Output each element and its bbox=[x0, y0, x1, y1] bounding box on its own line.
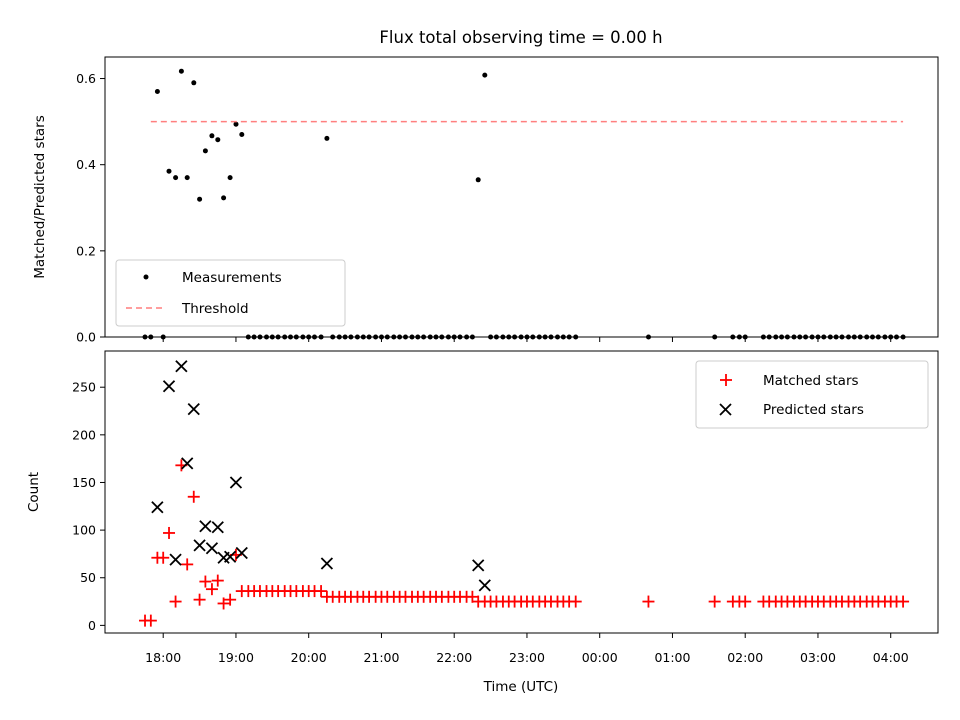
bottom-y-tick-label: 100 bbox=[72, 523, 96, 538]
measurement-point bbox=[154, 89, 160, 94]
legend-matched-marker bbox=[720, 374, 732, 386]
top-y-tick-label: 0.4 bbox=[76, 157, 96, 172]
measurement-point bbox=[202, 148, 208, 154]
top-y-axis-label: Matched/Predicted stars bbox=[32, 115, 48, 278]
top-legend: Measurements Threshold bbox=[115, 259, 346, 327]
measurement-point bbox=[215, 137, 221, 143]
predicted-star-point bbox=[235, 546, 248, 560]
matched-star-point bbox=[187, 490, 200, 503]
bottom-y-tick-label: 250 bbox=[72, 380, 96, 395]
measurement-point bbox=[475, 177, 481, 183]
measurement-point bbox=[191, 80, 197, 86]
matched-star-point bbox=[217, 597, 230, 610]
legend-predicted-marker bbox=[719, 403, 732, 416]
bottom-y-tick-label: 0 bbox=[88, 618, 96, 633]
predicted-star-point bbox=[223, 550, 237, 563]
x-tick-label: 01:00 bbox=[654, 650, 690, 665]
matched-star-point bbox=[315, 585, 328, 598]
x-tick-label: 20:00 bbox=[291, 650, 327, 665]
x-tick-label: 18:00 bbox=[145, 650, 181, 665]
bottom-plot-frame bbox=[104, 350, 939, 634]
measurement-point bbox=[324, 135, 330, 141]
matched-star-point bbox=[211, 574, 224, 587]
legend-measurements-label: Measurements bbox=[182, 270, 282, 286]
bottom-x-ticks: 18:00 19:00 20:00 21:00 22:00 23:00 00:00 01:00… bbox=[145, 633, 909, 665]
legend-matched-label: Matched stars bbox=[763, 373, 859, 389]
measurement-point bbox=[239, 132, 245, 137]
predicted-star-point bbox=[229, 476, 243, 489]
matched-star-point bbox=[224, 593, 237, 606]
bottom-legend-box bbox=[695, 360, 929, 429]
measurement-point bbox=[209, 133, 215, 139]
matched-star-point bbox=[199, 575, 212, 588]
legend-measurements-marker bbox=[143, 274, 149, 280]
predicted-star-point bbox=[169, 553, 182, 566]
top-y-tick-label: 0.6 bbox=[76, 71, 96, 86]
measurement-point bbox=[173, 175, 179, 181]
legend-threshold-label: Threshold bbox=[181, 301, 249, 317]
matched-star-point bbox=[144, 614, 157, 627]
x-tick-label: 22:00 bbox=[436, 650, 472, 665]
matched-star-point bbox=[157, 551, 170, 564]
predicted-star-point bbox=[199, 520, 212, 533]
top-plot-frame bbox=[104, 56, 939, 338]
matched-star-point bbox=[642, 595, 655, 608]
predicted-star-point bbox=[175, 360, 188, 373]
bottom-y-tick-label: 200 bbox=[72, 427, 96, 442]
bottom-y-axis-label: Count bbox=[26, 472, 42, 512]
bottom-y-tick-label: 50 bbox=[80, 570, 96, 585]
matched-star-point bbox=[897, 595, 910, 608]
measurement-point bbox=[221, 195, 227, 201]
matched-star-point bbox=[739, 595, 752, 608]
predicted-star-point bbox=[320, 557, 334, 570]
predicted-star-point bbox=[211, 521, 224, 534]
x-tick-label: 04:00 bbox=[873, 650, 909, 665]
measurement-point bbox=[178, 68, 184, 74]
matched-star-point bbox=[181, 558, 194, 571]
predicted-star-point bbox=[151, 501, 164, 514]
predicted-star-point bbox=[472, 559, 485, 572]
x-tick-label: 23:00 bbox=[509, 650, 545, 665]
measurement-point bbox=[197, 196, 203, 202]
x-axis-label: Time (UTC) bbox=[483, 679, 559, 695]
measurement-point bbox=[233, 121, 239, 127]
measurement-point bbox=[184, 175, 190, 181]
top-y-ticks: 0.0 0.2 0.4 0.6 bbox=[76, 71, 105, 345]
matched-star-point bbox=[569, 595, 582, 608]
legend-predicted-label: Predicted stars bbox=[763, 402, 864, 418]
top-chart-title: Flux total observing time = 0.00 h bbox=[379, 28, 662, 47]
predicted-star-point bbox=[478, 579, 491, 592]
predicted-star-point bbox=[181, 457, 194, 470]
measurement-point bbox=[227, 175, 233, 181]
x-tick-label: 02:00 bbox=[727, 650, 763, 665]
x-tick-label: 19:00 bbox=[218, 650, 254, 665]
matched-star-point bbox=[163, 526, 176, 539]
top-legend-box bbox=[115, 259, 346, 327]
bottom-y-tick-label: 150 bbox=[72, 475, 96, 490]
top-y-tick-label: 0.2 bbox=[76, 243, 96, 258]
x-tick-label: 00:00 bbox=[582, 650, 618, 665]
matched-star-point bbox=[708, 595, 721, 608]
matched-star-point bbox=[205, 583, 218, 596]
predicted-star-point bbox=[187, 402, 200, 416]
matched-star-point bbox=[193, 593, 206, 606]
bottom-plot-area bbox=[139, 360, 910, 627]
predicted-star-point bbox=[162, 380, 176, 393]
bottom-legend: Matched stars Predicted stars bbox=[695, 360, 929, 429]
top-x-ticks bbox=[162, 337, 892, 342]
predicted-star-point bbox=[205, 542, 219, 555]
bottom-y-ticks: 0 50 100 150 200 250 bbox=[72, 380, 105, 633]
measurement-point bbox=[482, 72, 488, 78]
x-tick-label: 03:00 bbox=[800, 650, 836, 665]
x-tick-label: 21:00 bbox=[363, 650, 399, 665]
top-y-tick-label: 0.0 bbox=[76, 330, 96, 345]
predicted-star-point bbox=[193, 539, 206, 552]
measurement-point bbox=[166, 168, 172, 174]
matched-star-point bbox=[169, 595, 182, 608]
